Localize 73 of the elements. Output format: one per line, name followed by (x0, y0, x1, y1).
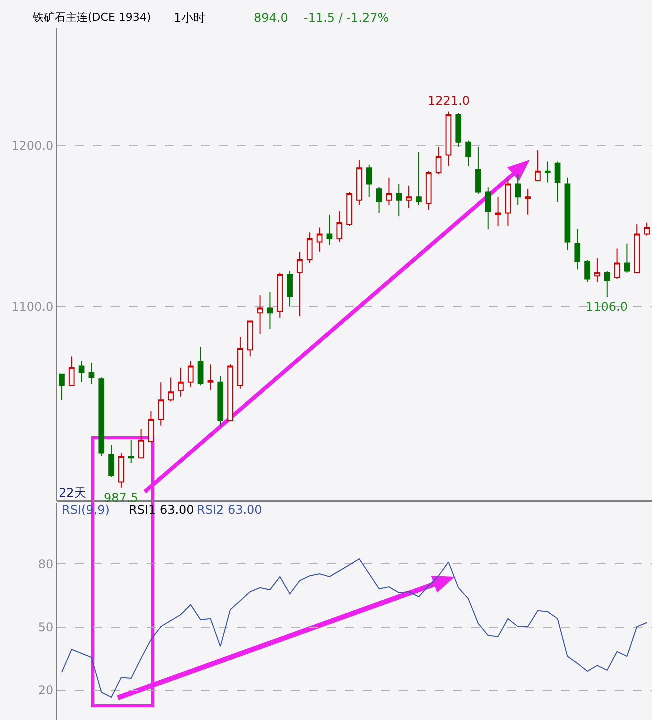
candlestick (466, 140, 472, 168)
candlestick (238, 336, 244, 390)
candlestick (198, 346, 204, 386)
candlestick (356, 160, 362, 206)
candlestick (277, 272, 284, 318)
candlestick (168, 377, 174, 402)
candlestick (88, 362, 95, 385)
candlestick (366, 164, 372, 198)
candlestick (306, 232, 313, 264)
candlestick (158, 382, 164, 426)
candlestick (624, 243, 630, 274)
chart-title: 铁矿石主连(DCE 1934) (32, 11, 152, 24)
candlestick (128, 440, 134, 464)
candlestick (108, 444, 114, 478)
candlestick (604, 270, 610, 298)
candlestick (584, 259, 590, 284)
y-tick-label: 50 (38, 620, 54, 634)
candlestick (208, 364, 214, 391)
text: 1小时 (174, 11, 206, 25)
candlestick (59, 374, 65, 401)
candlestick (316, 227, 323, 252)
candlestick (247, 320, 254, 358)
candlestick (78, 360, 85, 383)
candlestick (554, 161, 561, 202)
candlestick (228, 364, 234, 422)
annotation: 1106.0 (586, 300, 628, 314)
candlestick (416, 152, 422, 206)
candlestick (267, 292, 274, 330)
y-tick-label: 1100.0 (12, 300, 54, 314)
candlestick (535, 150, 541, 182)
annotation: RSI2 63.00 (197, 503, 262, 517)
candlestick (188, 360, 194, 388)
candlestick (495, 196, 502, 227)
text: 894.0 (254, 11, 288, 25)
candlestick (515, 174, 522, 206)
y-tick-label: 20 (38, 684, 54, 698)
candlestick (476, 146, 482, 194)
candlestick (505, 178, 512, 227)
candlestick (574, 228, 581, 270)
candlestick (218, 375, 224, 426)
candlestick (287, 270, 293, 308)
candlestick (257, 294, 264, 335)
y-tick-label: 1200.0 (12, 138, 54, 153)
candlestick (68, 356, 75, 386)
candlestick (485, 186, 492, 230)
candlestick (297, 251, 303, 317)
candlestick (98, 377, 105, 458)
candlestick (336, 211, 343, 243)
candlestick (634, 224, 640, 274)
candlestick (376, 186, 382, 214)
candlestick (346, 192, 352, 227)
candlestick (396, 184, 402, 217)
candlestick (436, 146, 442, 176)
candlestick (525, 188, 531, 216)
candlestick (386, 177, 392, 206)
annotation: 1221.0 (428, 94, 470, 108)
text: -11.5 / -1.27% (304, 11, 390, 25)
candlestick (138, 428, 144, 459)
candlestick (426, 170, 432, 211)
candlestick (594, 258, 600, 284)
candlestick (178, 367, 184, 398)
candlestick (148, 410, 154, 443)
candlestick (446, 111, 452, 168)
candlestick (544, 161, 551, 184)
y-tick-label: 80 (38, 557, 54, 572)
candlestick (456, 112, 462, 148)
candlestick (326, 214, 333, 246)
line-series (61, 558, 648, 698)
annotation: 22天 (59, 486, 86, 500)
candlestick (118, 452, 124, 488)
candlestick (406, 185, 412, 209)
candlestick (614, 248, 620, 280)
candlestick (564, 177, 571, 251)
